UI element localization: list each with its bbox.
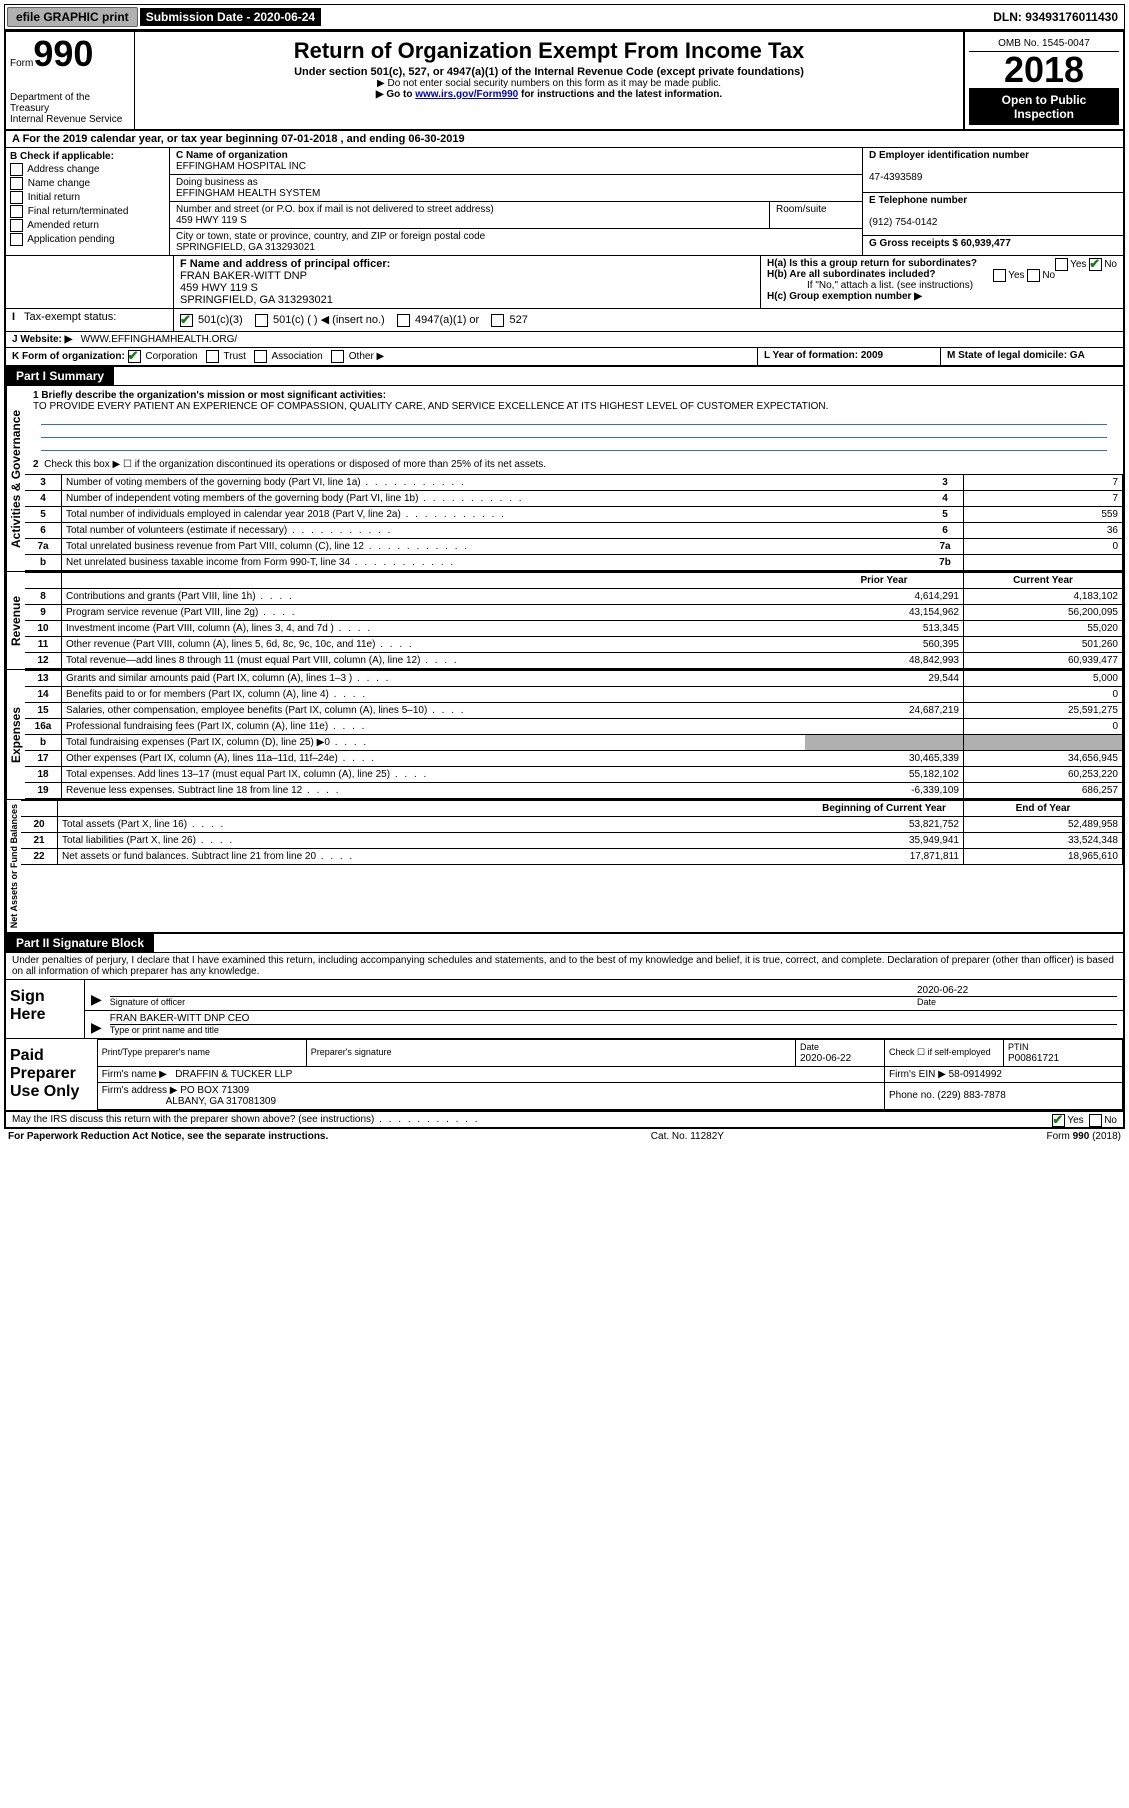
firm-phone: (229) 883-7878 — [937, 1090, 1005, 1101]
officer-city: SPRINGFIELD, GA 313293021 — [180, 294, 333, 306]
form-header: Form990 Department of the Treasury Inter… — [6, 32, 1123, 131]
mission-text: TO PROVIDE EVERY PATIENT AN EXPERIENCE O… — [33, 401, 828, 412]
section-fh: F Name and address of principal officer:… — [6, 256, 1123, 309]
sign-arrow-icon: ▶ — [91, 991, 102, 1008]
label-expenses: Expenses — [6, 670, 25, 799]
firm-ein: 58-0914992 — [949, 1069, 1002, 1080]
submission-date: Submission Date - 2020-06-24 — [140, 8, 321, 26]
hb-yes[interactable] — [993, 269, 1006, 282]
row-i-j: I Tax-exempt status: 501(c)(3) 501(c) ( … — [6, 309, 1123, 332]
form-990: Form990 Department of the Treasury Inter… — [4, 30, 1125, 1129]
i-opt[interactable] — [491, 314, 504, 327]
top-bar: efile GRAPHIC print Submission Date - 20… — [4, 4, 1125, 30]
state-domicile: M State of legal domicile: GA — [941, 348, 1123, 365]
ptin: P00861721 — [1008, 1053, 1059, 1064]
i-opt[interactable] — [180, 314, 193, 327]
i-opt[interactable] — [255, 314, 268, 327]
org-name: EFFINGHAM HOSPITAL INC — [176, 161, 306, 172]
label-netassets: Net Assets or Fund Balances — [6, 800, 21, 932]
b-check[interactable] — [10, 219, 23, 232]
label-revenue: Revenue — [6, 572, 25, 669]
col-b: B Check if applicable: Address change Na… — [6, 148, 170, 255]
phone: (912) 754-0142 — [869, 217, 937, 228]
form-note2: ▶ Go to www.irs.gov/Form990 for instruct… — [139, 89, 959, 100]
label-governance: Activities & Governance — [6, 386, 25, 571]
street-address: 459 HWY 119 S — [176, 215, 247, 226]
jurat: Under penalties of perjury, I declare th… — [6, 953, 1123, 980]
gross-receipts: G Gross receipts $ 60,939,477 — [869, 238, 1011, 249]
tax-year: 2018 — [969, 52, 1119, 89]
officer-addr: 459 HWY 119 S — [180, 282, 258, 294]
form-number: 990 — [33, 33, 93, 74]
k-opt[interactable] — [254, 350, 267, 363]
prep-date: 2020-06-22 — [800, 1053, 851, 1064]
firm-name: DRAFFIN & TUCKER LLP — [175, 1069, 292, 1080]
paid-preparer-label: Paid Preparer Use Only — [6, 1039, 97, 1110]
form-subtitle: Under section 501(c), 527, or 4947(a)(1)… — [139, 66, 959, 78]
form-title: Return of Organization Exempt From Incom… — [139, 38, 959, 64]
efile-button[interactable]: efile GRAPHIC print — [7, 7, 138, 27]
form-note1: ▶ Do not enter social security numbers o… — [139, 78, 959, 89]
dln: DLN: 93493176011430 — [993, 10, 1124, 24]
room-suite: Room/suite — [770, 202, 862, 228]
section-bcdefg: B Check if applicable: Address change Na… — [6, 148, 1123, 256]
website: WWW.EFFINGHAMHEALTH.ORG/ — [81, 334, 237, 345]
b-check[interactable] — [10, 191, 23, 204]
dba: EFFINGHAM HEALTH SYSTEM — [176, 188, 320, 199]
k-opt[interactable] — [128, 350, 141, 363]
i-opt[interactable] — [397, 314, 410, 327]
discuss-row: May the IRS discuss this return with the… — [6, 1112, 1123, 1127]
dept-treasury: Department of the Treasury Internal Reve… — [10, 92, 130, 125]
open-inspection: Open to Public Inspection — [969, 89, 1119, 125]
b-check[interactable] — [10, 177, 23, 190]
k-opt[interactable] — [331, 350, 344, 363]
discuss-no[interactable] — [1089, 1114, 1102, 1127]
sign-date: 2020-06-22 — [917, 985, 968, 996]
k-opt[interactable] — [206, 350, 219, 363]
irs-link[interactable]: www.irs.gov/Form990 — [415, 89, 518, 100]
b-check[interactable] — [10, 163, 23, 176]
page-footer: For Paperwork Reduction Act Notice, see … — [4, 1129, 1125, 1144]
part2-header: Part II Signature Block — [6, 934, 154, 952]
part1-header: Part I Summary — [6, 367, 114, 385]
firm-city: ALBANY, GA 317081309 — [166, 1096, 276, 1107]
ha-yes[interactable] — [1055, 258, 1068, 271]
sign-arrow-icon: ▶ — [91, 1019, 102, 1036]
form-word: Form — [10, 58, 33, 69]
discuss-yes[interactable] — [1052, 1114, 1065, 1127]
officer-name-title: FRAN BAKER-WITT DNP CEO — [110, 1013, 250, 1024]
ein: 47-4393589 — [869, 172, 922, 183]
ha-no[interactable] — [1089, 258, 1102, 271]
city-state: SPRINGFIELD, GA 313293021 — [176, 242, 315, 253]
hb-no[interactable] — [1027, 269, 1040, 282]
b-check[interactable] — [10, 233, 23, 246]
row-a-tax-year: A For the 2019 calendar year, or tax yea… — [6, 131, 1123, 148]
b-check[interactable] — [10, 205, 23, 218]
sign-here-label: Sign Here — [6, 980, 85, 1038]
firm-addr: PO BOX 71309 — [180, 1085, 249, 1096]
year-formation: L Year of formation: 2009 — [758, 348, 941, 365]
officer-name: FRAN BAKER-WITT DNP — [180, 270, 307, 282]
